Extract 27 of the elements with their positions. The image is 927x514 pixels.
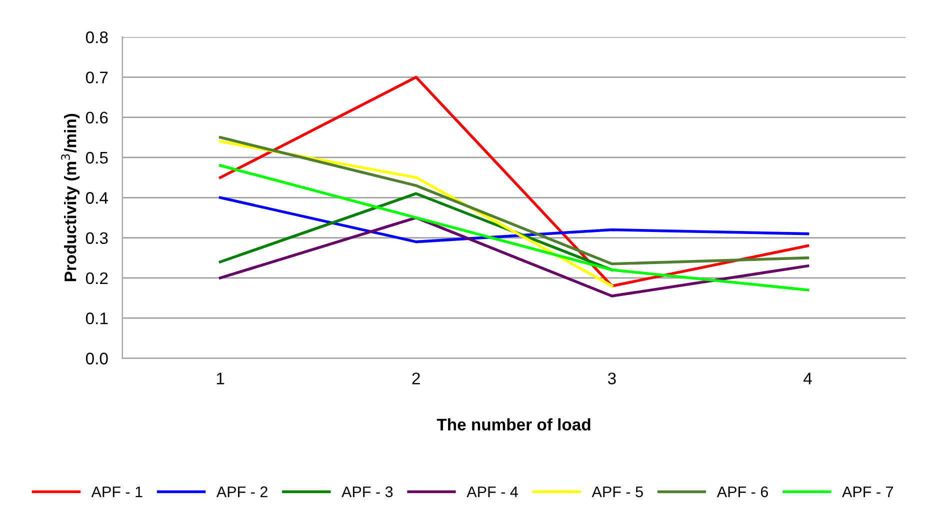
y-tick-label: 0.2 bbox=[86, 272, 108, 284]
legend-label: APF - 2 bbox=[216, 486, 268, 498]
y-tick-label: 0.6 bbox=[86, 112, 108, 124]
legend-label: APF - 7 bbox=[842, 486, 894, 498]
y-tick-label: 0.8 bbox=[86, 31, 108, 44]
y-tick-label: 0.7 bbox=[86, 72, 108, 84]
x-axis-title: The number of load bbox=[436, 418, 590, 430]
y-tick-label: 0.4 bbox=[86, 192, 108, 204]
y-tick-label: 0.1 bbox=[86, 312, 108, 324]
legend-label: APF - 6 bbox=[716, 486, 768, 498]
line-series bbox=[218, 76, 810, 288]
x-tick-label: 2 bbox=[412, 372, 420, 384]
x-tick-label: 1 bbox=[216, 372, 224, 384]
line-series bbox=[218, 196, 810, 244]
y-tick-label: 0.3 bbox=[86, 232, 108, 244]
line-series bbox=[218, 216, 810, 298]
legend-label: APF - 1 bbox=[91, 486, 142, 498]
x-tick-label: 4 bbox=[804, 372, 812, 384]
legend-label: APF - 3 bbox=[342, 486, 393, 498]
legend-label: APF - 4 bbox=[466, 486, 518, 498]
y-axis-title: Productivity (m$^{3}$/min) bbox=[61, 114, 80, 282]
line-series bbox=[218, 164, 810, 292]
y-tick-label: 0.0 bbox=[86, 352, 108, 364]
y-tick-label: 0.5 bbox=[86, 152, 108, 164]
line-series bbox=[218, 136, 810, 266]
x-tick-label: 3 bbox=[608, 372, 616, 384]
legend-label: APF - 5 bbox=[592, 486, 643, 498]
